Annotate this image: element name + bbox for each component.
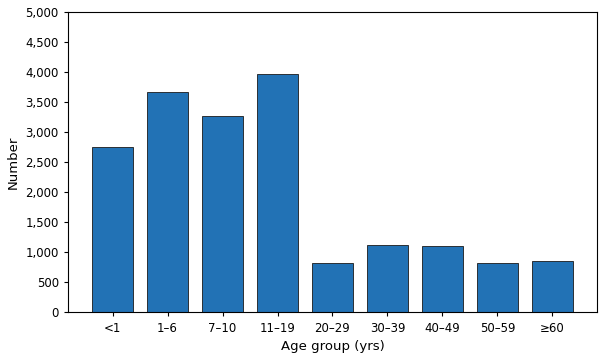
Bar (367, 245, 408, 312)
Bar (92, 147, 133, 312)
Bar (422, 246, 463, 312)
Bar (147, 91, 188, 312)
Bar (312, 263, 353, 312)
Bar (477, 263, 518, 312)
Bar (202, 116, 243, 312)
X-axis label: Age group (yrs): Age group (yrs) (281, 340, 384, 353)
Bar (257, 73, 298, 312)
Bar (532, 261, 573, 312)
Y-axis label: Number: Number (7, 135, 20, 189)
